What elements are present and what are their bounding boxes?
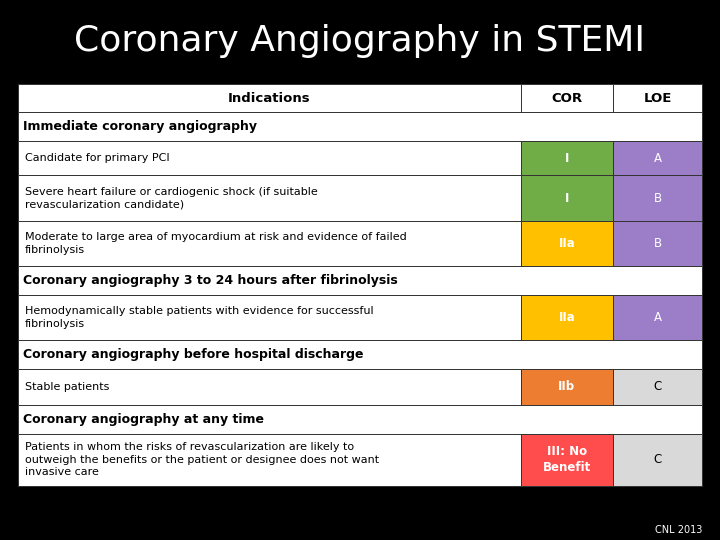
Text: LOE: LOE <box>644 92 672 105</box>
Text: COR: COR <box>552 92 582 105</box>
Bar <box>18 340 702 369</box>
Bar <box>18 112 702 141</box>
Text: Immediate coronary angiography: Immediate coronary angiography <box>24 120 258 133</box>
Bar <box>521 84 613 112</box>
Text: B: B <box>654 237 662 250</box>
Bar <box>18 221 521 266</box>
Bar <box>613 221 702 266</box>
Bar <box>18 369 521 405</box>
Bar <box>18 434 521 486</box>
Bar <box>613 84 702 112</box>
Text: I: I <box>564 152 569 165</box>
Text: C: C <box>654 380 662 393</box>
Text: A: A <box>654 311 662 324</box>
Bar <box>18 295 521 340</box>
Bar <box>521 369 613 405</box>
Text: IIb: IIb <box>558 380 575 393</box>
Bar <box>18 405 702 434</box>
Text: Coronary Angiography in STEMI: Coronary Angiography in STEMI <box>74 24 646 58</box>
Bar <box>521 221 613 266</box>
Bar <box>18 266 702 295</box>
Bar <box>521 295 613 340</box>
Text: B: B <box>654 192 662 205</box>
Text: III: No
Benefit: III: No Benefit <box>543 446 591 474</box>
Bar <box>613 434 702 486</box>
Text: Coronary angiography 3 to 24 hours after fibrinolysis: Coronary angiography 3 to 24 hours after… <box>24 274 398 287</box>
Text: Patients in whom the risks of revascularization are likely to
outweigh the benef: Patients in whom the risks of revascular… <box>24 442 379 477</box>
Text: Coronary angiography at any time: Coronary angiography at any time <box>24 413 264 426</box>
Text: Moderate to large area of myocardium at risk and evidence of failed
fibrinolysis: Moderate to large area of myocardium at … <box>24 232 407 254</box>
Bar <box>521 434 613 486</box>
Text: Severe heart failure or cardiogenic shock (if suitable
revascularization candida: Severe heart failure or cardiogenic shoc… <box>24 187 318 210</box>
Bar <box>18 141 521 176</box>
Bar <box>521 176 613 221</box>
Text: IIa: IIa <box>559 237 575 250</box>
Bar <box>18 84 521 112</box>
Bar <box>18 176 521 221</box>
Text: Stable patients: Stable patients <box>24 382 109 392</box>
Bar <box>613 141 702 176</box>
Text: Hemodynamically stable patients with evidence for successful
fibrinolysis: Hemodynamically stable patients with evi… <box>24 306 374 329</box>
Text: IIa: IIa <box>559 311 575 324</box>
Text: A: A <box>654 152 662 165</box>
Bar <box>521 141 613 176</box>
Text: CNL 2013: CNL 2013 <box>654 524 702 535</box>
Bar <box>613 369 702 405</box>
Text: Coronary angiography before hospital discharge: Coronary angiography before hospital dis… <box>24 348 364 361</box>
Bar <box>613 176 702 221</box>
Text: Candidate for primary PCI: Candidate for primary PCI <box>24 153 169 163</box>
Text: I: I <box>564 192 569 205</box>
Text: Indications: Indications <box>228 92 311 105</box>
Text: C: C <box>654 453 662 466</box>
Bar <box>613 295 702 340</box>
